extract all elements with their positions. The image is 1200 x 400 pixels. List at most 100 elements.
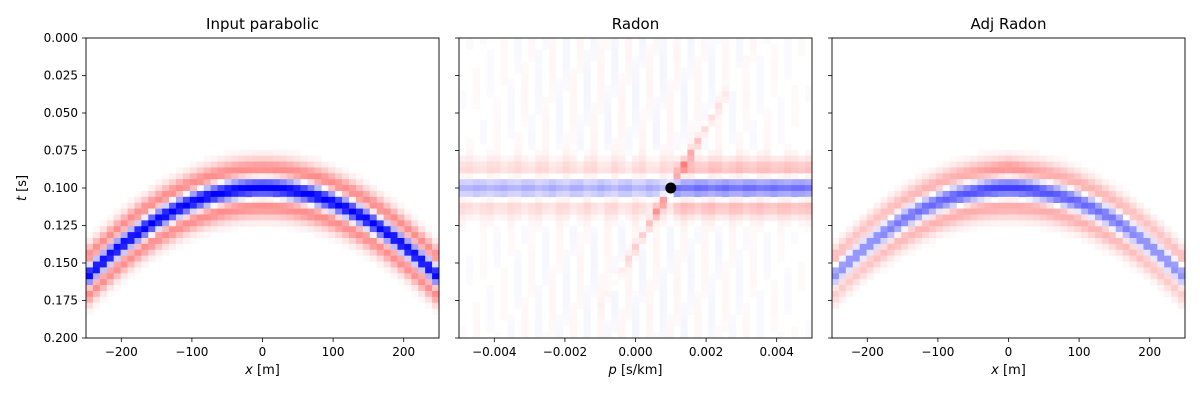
heatmap-cell xyxy=(998,161,1006,168)
heatmap-cell xyxy=(583,326,591,333)
heatmap-cell xyxy=(832,255,840,262)
heatmap-cell xyxy=(307,167,315,174)
heatmap-cell xyxy=(880,267,888,274)
heatmap-cell xyxy=(1005,196,1013,203)
heatmap-cell xyxy=(832,296,840,303)
heatmap-cell xyxy=(928,232,937,239)
heatmap-cell xyxy=(583,49,591,56)
heatmap-cell xyxy=(314,155,322,162)
heatmap-cell xyxy=(735,61,744,68)
heatmap-cell xyxy=(418,296,426,303)
heatmap-cell xyxy=(625,249,633,256)
heatmap-cell xyxy=(459,167,467,174)
heatmap-cell xyxy=(542,249,550,256)
heatmap-cell xyxy=(687,261,695,268)
heatmap-cell xyxy=(134,243,142,251)
heatmap-cell xyxy=(763,202,771,209)
heatmap-cell xyxy=(342,238,350,245)
heatmap-cell xyxy=(694,155,702,162)
heatmap-cell xyxy=(1074,208,1082,215)
heatmap-cell xyxy=(666,173,674,180)
heatmap-cell xyxy=(1067,202,1075,209)
heatmap-cell xyxy=(349,208,357,215)
heatmap-cell xyxy=(486,179,494,186)
heatmap-cell xyxy=(680,179,688,186)
heatmap-cell xyxy=(535,196,543,203)
heatmap-cell xyxy=(486,149,494,156)
heatmap-cell xyxy=(859,220,867,227)
heatmap-cell xyxy=(514,255,522,262)
heatmap-cell xyxy=(397,202,405,209)
heatmap-cell xyxy=(86,279,94,286)
heatmap-cell xyxy=(604,320,612,327)
heatmap-cell xyxy=(859,273,867,280)
heatmap-cell xyxy=(576,132,584,139)
heatmap-cell xyxy=(604,232,612,239)
heatmap-cell xyxy=(694,102,702,109)
heatmap-cell xyxy=(722,261,730,268)
heatmap-cell xyxy=(722,185,730,192)
heatmap-cell xyxy=(189,214,198,221)
heatmap-cell xyxy=(611,296,619,303)
heatmap-cell xyxy=(411,285,419,292)
heatmap-cell xyxy=(652,132,661,139)
heatmap-cell xyxy=(949,179,957,186)
heatmap-cell xyxy=(852,232,860,239)
heatmap-cell xyxy=(189,208,198,215)
heatmap-cell xyxy=(141,261,149,268)
heatmap-cell xyxy=(859,214,867,221)
heatmap-cell xyxy=(528,43,536,51)
heatmap-cell xyxy=(514,185,522,192)
heatmap-cell xyxy=(1157,249,1165,256)
heatmap-cell xyxy=(604,220,612,227)
heatmap-cell xyxy=(894,185,902,192)
heatmap-cell xyxy=(500,73,508,80)
heatmap-cell xyxy=(805,220,813,227)
heatmap-cell xyxy=(203,232,211,239)
heatmap-cell xyxy=(1101,220,1110,227)
heatmap-cell xyxy=(611,196,619,203)
heatmap-cell xyxy=(901,196,909,203)
heatmap-cell xyxy=(583,149,591,156)
heatmap-cell xyxy=(1150,267,1158,274)
heatmap-cell xyxy=(265,220,274,227)
heatmap-cell xyxy=(528,179,536,186)
heatmap-cell xyxy=(535,214,543,221)
heatmap-cell xyxy=(618,138,626,145)
heatmap-cell xyxy=(638,243,647,251)
heatmap-cell xyxy=(742,161,750,168)
heatmap-cell xyxy=(645,214,654,221)
heatmap-cell xyxy=(286,185,294,192)
heatmap-cell xyxy=(722,214,730,221)
heatmap-cell xyxy=(942,202,950,209)
heatmap-cell xyxy=(921,208,930,215)
heatmap-cell xyxy=(514,38,522,45)
heatmap-cell xyxy=(127,238,135,245)
heatmap-cell xyxy=(708,208,716,215)
heatmap-cell xyxy=(576,126,584,133)
heatmap-cell xyxy=(652,161,661,168)
heatmap-cell xyxy=(763,126,771,133)
heatmap-cell xyxy=(638,179,647,186)
heatmap-cell xyxy=(286,190,294,198)
heatmap-cell xyxy=(141,214,149,221)
heatmap-cell xyxy=(1046,220,1054,227)
heatmap-cell xyxy=(252,208,260,215)
heatmap-cell xyxy=(217,173,225,180)
heatmap-cell xyxy=(652,102,661,109)
heatmap-cell xyxy=(942,214,950,221)
heatmap-cell xyxy=(749,126,757,133)
heatmap-cell xyxy=(887,190,895,198)
heatmap-cell xyxy=(528,232,536,239)
heatmap-cell xyxy=(224,220,232,227)
heatmap-cell xyxy=(113,243,121,251)
heatmap-cell xyxy=(770,314,778,321)
heatmap-cell xyxy=(604,185,612,192)
heatmap-cell xyxy=(1005,179,1013,186)
heatmap-cell xyxy=(293,202,301,209)
heatmap-cell xyxy=(873,261,881,268)
heatmap-cell xyxy=(708,61,716,68)
heatmap-cell xyxy=(915,238,923,245)
heatmap-cell xyxy=(742,102,750,109)
heatmap-cell xyxy=(1101,208,1110,215)
